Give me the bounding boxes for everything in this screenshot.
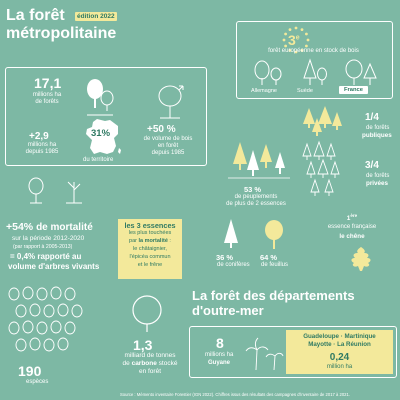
europe-box [236, 21, 393, 99]
carbon-tree-icon [132, 295, 162, 332]
carbon-value: 1,3 [133, 337, 153, 353]
essences-box [118, 219, 182, 279]
others-unit: million ha [326, 364, 353, 370]
source-note: Source : Mémento inventaire Forestier (I… [120, 392, 350, 397]
broadleaf-label: de feuillus [261, 262, 289, 268]
growth-line1: millions ha [27, 142, 57, 148]
territory-label: du territoire [83, 157, 114, 163]
growth-tree-icon [87, 79, 114, 116]
species-value: 190 [18, 363, 42, 379]
others-line1: Guadeloupe · Martinique [303, 333, 376, 340]
essences-line1: les 3 essences [124, 221, 176, 230]
forest-area-box [5, 67, 207, 166]
essences-line2: les plus touchées [128, 230, 172, 236]
forest-area-value: 17,1 [34, 75, 62, 91]
public-line2: publiques [362, 132, 392, 139]
mortality-ratio2: volume d'arbres vivants [8, 262, 100, 271]
country-sweden: Suède [297, 88, 313, 94]
guyane-line2: Guyane [208, 360, 231, 366]
others-value: 0,24 [329, 352, 350, 363]
eu-stars-icon [282, 26, 310, 54]
stands-pct: 53 % [244, 185, 262, 194]
species-trees-icon [8, 286, 83, 352]
overseas-title-line2: d'outre-mer [192, 303, 264, 318]
dead-trees-icon [28, 177, 82, 204]
stands-line2: de plus de 2 essences [226, 201, 286, 207]
growth-value: +2,9 [29, 131, 49, 142]
broadleaf-value: 64 % [260, 253, 278, 262]
carbon-line3: en forêt [138, 368, 162, 375]
conifers-value: 36 % [216, 253, 234, 262]
guyane-value: 8 [216, 335, 224, 351]
edition-badge: édition 2022 [75, 12, 117, 21]
public-line1: de forêts [366, 125, 390, 131]
first-essence-line1: essence française [327, 224, 377, 230]
overseas-box [189, 326, 397, 378]
private-fraction: 3/4 [365, 160, 379, 171]
stands-line1: de peuplements [234, 194, 278, 200]
wood-volume-line3: depuis 1985 [151, 150, 185, 156]
oak-leaf-icon [351, 247, 371, 271]
wood-volume-tree-icon [158, 85, 184, 119]
palm-trees-icon [245, 337, 284, 371]
europe-text: forêt européenne en stock de bois [268, 48, 359, 54]
wood-volume-line1: de volume de bois [143, 136, 193, 142]
essences-line5: l'épicéa commun [129, 254, 171, 260]
country-trees-icon [254, 58, 377, 85]
wood-volume-value: +50 % [147, 124, 176, 135]
mortality-line: +54% de mortalité [6, 221, 93, 233]
mixed-stand-trees-icon [228, 142, 290, 179]
mortality-compare: (par rapport à 2005-2013) [13, 244, 73, 250]
carbon-line2: de carbone stocké [122, 360, 178, 367]
first-essence-rank: 1ère [346, 213, 358, 223]
mortality-period: sur la période 2012-2020 [12, 235, 85, 242]
others-line2: Mayotte · La Réunion [308, 341, 371, 348]
public-fraction: 1/4 [365, 112, 379, 123]
growth-line2: depuis 1985 [25, 149, 59, 155]
essences-line6: et le frêne [137, 262, 163, 268]
forest-area-unit2: de forêts [35, 99, 59, 105]
guyane-line1: millions ha [205, 352, 234, 358]
france-map-icon [86, 119, 121, 154]
overseas-title-line1: La forêt des départements [192, 288, 355, 303]
other-dom-box [286, 330, 393, 374]
forest-area-unit1: millions ha [32, 92, 62, 98]
species-label: espèces [26, 379, 49, 385]
essences-line3: par la mortalité : [129, 238, 171, 244]
private-line1: de forêts [366, 173, 390, 179]
first-essence-line2: le chêne [339, 233, 365, 240]
country-france: France [339, 86, 369, 94]
essences-line4: le châtaignier, [133, 246, 167, 252]
page-title-line2: métropolitaine [6, 25, 117, 42]
territory-pct: 31% [91, 128, 111, 139]
carbon-line1: milliard de tonnes [124, 352, 176, 359]
page-title-line1: La forêt [6, 7, 65, 24]
mortality-ratio1: = 0,4% rapporté au [10, 252, 82, 261]
broadleaf-icon [265, 220, 283, 249]
conifers-label: de conifères [217, 262, 250, 268]
country-germany: Allemagne [251, 88, 277, 94]
wood-volume-line2: en forêt [157, 143, 179, 149]
ownership-trees-icon [302, 106, 342, 196]
private-line2: privées [366, 180, 389, 187]
conifer-icon [224, 219, 238, 248]
europe-rank: 3e [288, 32, 300, 48]
